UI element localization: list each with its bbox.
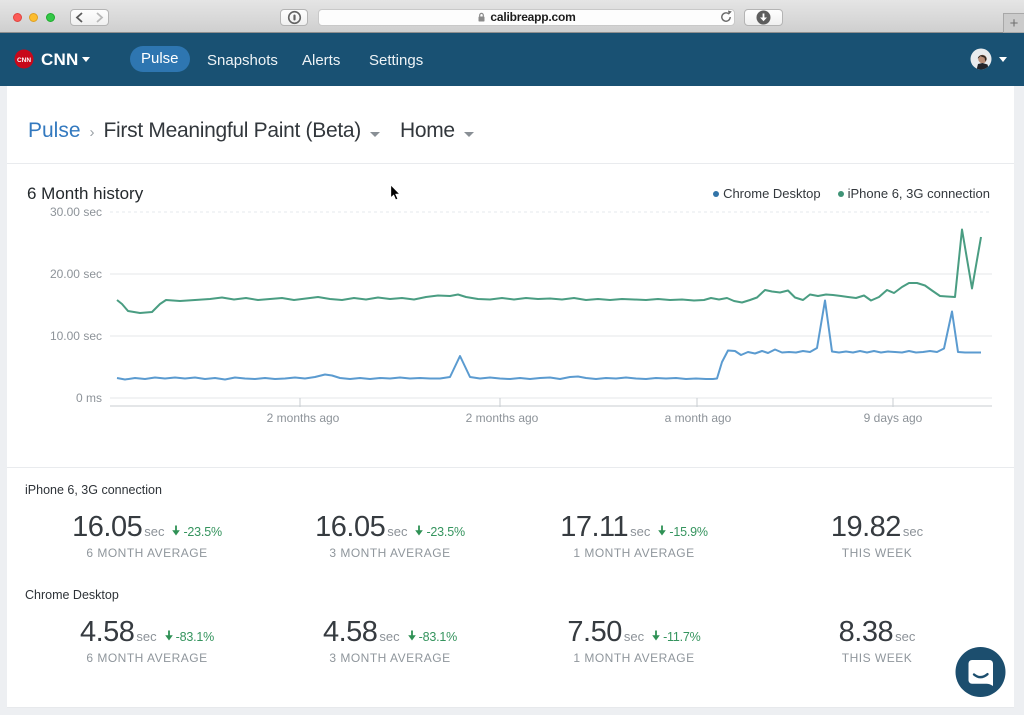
svg-text:CNN: CNN [17,57,31,64]
